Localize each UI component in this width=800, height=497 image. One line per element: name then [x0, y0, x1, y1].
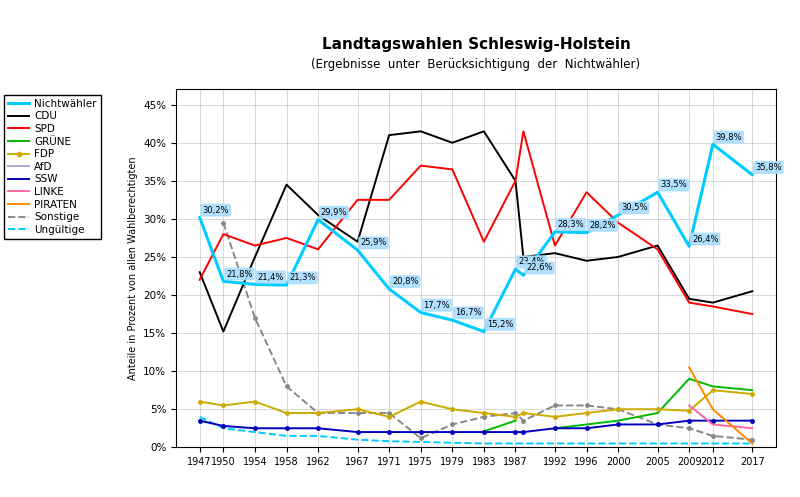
- Text: 25,9%: 25,9%: [360, 239, 386, 248]
- Text: 30,2%: 30,2%: [202, 206, 229, 215]
- Text: 21,4%: 21,4%: [258, 272, 284, 282]
- Text: 21,3%: 21,3%: [290, 273, 316, 282]
- Text: 28,3%: 28,3%: [558, 220, 584, 229]
- Text: 33,5%: 33,5%: [660, 180, 687, 189]
- Text: 15,2%: 15,2%: [486, 320, 513, 329]
- Y-axis label: Anteile in Prozent von allen Wahlberechtigten: Anteile in Prozent von allen Wahlberecht…: [127, 157, 138, 380]
- Text: 23,4%: 23,4%: [518, 257, 545, 266]
- Text: 30,5%: 30,5%: [621, 203, 647, 212]
- Text: 35,8%: 35,8%: [755, 163, 782, 172]
- Text: 20,8%: 20,8%: [392, 277, 418, 286]
- Text: (Ergebnisse  unter  Berücksichtigung  der  Nichtwähler): (Ergebnisse unter Berücksichtigung der N…: [311, 58, 641, 71]
- Text: 17,7%: 17,7%: [423, 301, 450, 310]
- Text: Landtagswahlen Schleswig-Holstein: Landtagswahlen Schleswig-Holstein: [322, 37, 630, 52]
- Text: 28,2%: 28,2%: [590, 221, 616, 230]
- Text: 26,4%: 26,4%: [692, 235, 718, 244]
- Text: 29,9%: 29,9%: [321, 208, 347, 217]
- Legend: Nichtwähler, CDU, SPD, GRÜNE, FDP, AfD, SSW, LINKE, PIRATEN, Sonstige, Ungültige: Nichtwähler, CDU, SPD, GRÜNE, FDP, AfD, …: [4, 94, 101, 239]
- Text: 39,8%: 39,8%: [716, 133, 742, 142]
- Text: 21,8%: 21,8%: [226, 269, 253, 278]
- Text: 16,7%: 16,7%: [455, 308, 482, 318]
- Text: 22,6%: 22,6%: [526, 263, 553, 272]
